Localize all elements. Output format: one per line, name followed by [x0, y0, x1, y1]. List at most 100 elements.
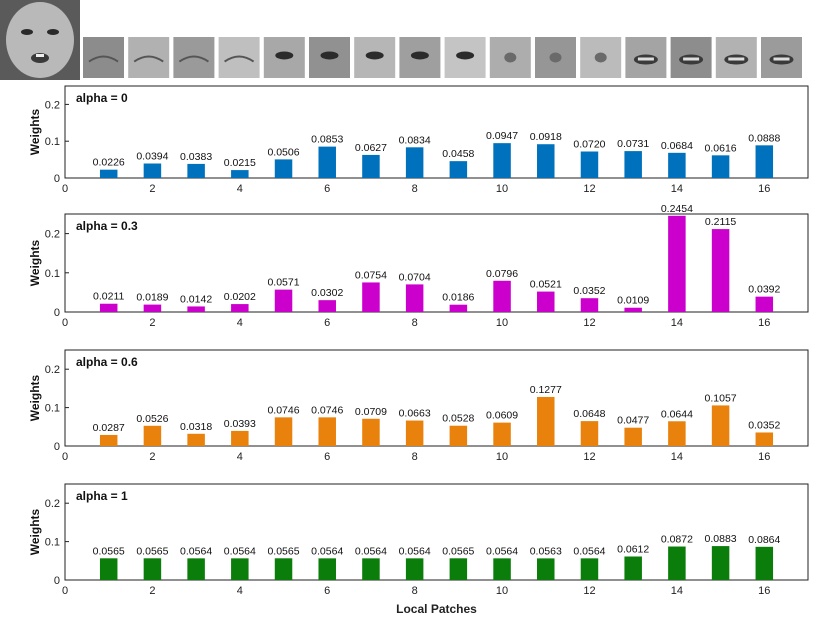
x-tick-label: 10: [496, 183, 508, 195]
patch-12-thumbnail: [580, 37, 622, 78]
bar-11: [537, 144, 555, 178]
data-label-6: 0.0746: [311, 404, 343, 416]
data-label-2: 0.0394: [136, 151, 168, 163]
x-tick-label: 0: [62, 317, 68, 329]
x-tick-label: 6: [324, 183, 330, 195]
x-tick-label: 6: [324, 585, 330, 597]
bar-9: [449, 558, 468, 580]
bar-5: [274, 159, 293, 178]
plot-area: [64, 213, 809, 313]
data-label-11: 0.1277: [530, 384, 562, 396]
bar-12: [580, 421, 599, 446]
data-label-5: 0.0565: [267, 545, 299, 557]
data-label-2: 0.0565: [136, 545, 168, 557]
patch-10-thumbnail: [489, 37, 531, 78]
x-tick-label: 0: [62, 585, 68, 597]
y-tick-label: 0: [54, 173, 60, 185]
bar-3: [187, 163, 205, 178]
bar-3: [187, 433, 205, 446]
bar-6: [318, 146, 336, 178]
bar-13: [624, 427, 642, 446]
patch-8-thumbnail: [399, 37, 441, 78]
bar-12: [580, 298, 599, 312]
bar-10: [493, 280, 511, 312]
bar-13: [624, 151, 642, 178]
bar-6: [318, 300, 336, 312]
bar-4: [231, 170, 249, 178]
data-label-12: 0.0352: [573, 285, 605, 297]
bar-5: [274, 417, 293, 446]
data-label-16: 0.0352: [748, 419, 780, 431]
data-label-13: 0.0612: [617, 543, 649, 555]
bar-16: [755, 432, 774, 446]
bar-7: [362, 154, 380, 178]
bar-6: [318, 417, 336, 446]
x-tick-label: 12: [583, 451, 595, 463]
patch-2-thumbnail: [128, 37, 170, 78]
data-label-8: 0.0564: [399, 545, 431, 557]
x-tick-label: 8: [412, 585, 418, 597]
data-label-14: 0.2454: [661, 203, 693, 215]
data-label-11: 0.0521: [530, 279, 562, 291]
y-tick-label: 0.1: [45, 268, 60, 280]
x-tick-label: 4: [237, 451, 243, 463]
data-label-4: 0.0202: [224, 291, 256, 303]
data-label-10: 0.0609: [486, 410, 518, 422]
data-label-4: 0.0393: [224, 418, 256, 430]
panel-title: alpha = 0: [76, 91, 128, 105]
patch-13-thumbnail: [625, 37, 667, 78]
data-label-14: 0.0684: [661, 140, 693, 152]
bar-2: [143, 163, 162, 178]
x-tick-label: 0: [62, 183, 68, 195]
data-label-16: 0.0888: [748, 132, 780, 144]
bar-14: [668, 152, 686, 178]
bar-4: [231, 558, 249, 580]
data-label-1: 0.0211: [93, 291, 124, 303]
x-tick-label: 2: [149, 451, 155, 463]
patch-3-thumbnail: [173, 37, 215, 78]
bar-5: [274, 558, 293, 580]
x-tick-label: 14: [671, 317, 683, 329]
x-tick-label: 14: [671, 585, 683, 597]
bar-12: [580, 558, 599, 580]
y-axis-label: Weights: [28, 108, 42, 155]
data-label-15: 0.1057: [705, 392, 737, 404]
bar-14: [668, 546, 686, 580]
data-label-3: 0.0383: [180, 151, 212, 163]
x-tick-label: 6: [324, 317, 330, 329]
y-axis-label: Weights: [28, 374, 42, 421]
data-label-9: 0.0565: [442, 545, 474, 557]
patch-1-thumbnail: [83, 37, 124, 78]
data-label-4: 0.0564: [224, 545, 256, 557]
y-tick-label: 0: [54, 441, 60, 453]
data-label-6: 0.0853: [311, 134, 343, 146]
bar-8: [405, 420, 424, 446]
data-label-2: 0.0189: [136, 292, 168, 304]
bar-11: [537, 291, 555, 312]
x-tick-label: 6: [324, 451, 330, 463]
data-label-10: 0.0947: [486, 130, 518, 142]
bar-12: [580, 151, 599, 178]
y-tick-label: 0: [54, 575, 60, 587]
data-label-11: 0.0918: [530, 131, 562, 143]
data-label-15: 0.0616: [705, 142, 737, 154]
bar-3: [187, 558, 205, 580]
data-label-5: 0.0746: [267, 404, 299, 416]
bar-4: [231, 304, 249, 312]
x-axis-label: Local Patches: [396, 602, 477, 616]
y-tick-label: 0.1: [45, 403, 60, 415]
x-tick-label: 16: [758, 451, 770, 463]
x-tick-label: 14: [671, 451, 683, 463]
x-tick-label: 16: [758, 183, 770, 195]
bar-7: [362, 418, 380, 446]
data-label-7: 0.0564: [355, 545, 387, 557]
full-face-thumbnail: [0, 0, 80, 80]
data-label-5: 0.0571: [267, 277, 299, 289]
y-tick-label: 0.2: [45, 364, 60, 376]
data-label-6: 0.0564: [311, 545, 343, 557]
plot-area: [64, 483, 809, 581]
data-label-7: 0.0627: [355, 142, 387, 154]
x-tick-label: 2: [149, 317, 155, 329]
plot-area: [64, 85, 809, 179]
data-label-13: 0.0731: [617, 138, 649, 150]
